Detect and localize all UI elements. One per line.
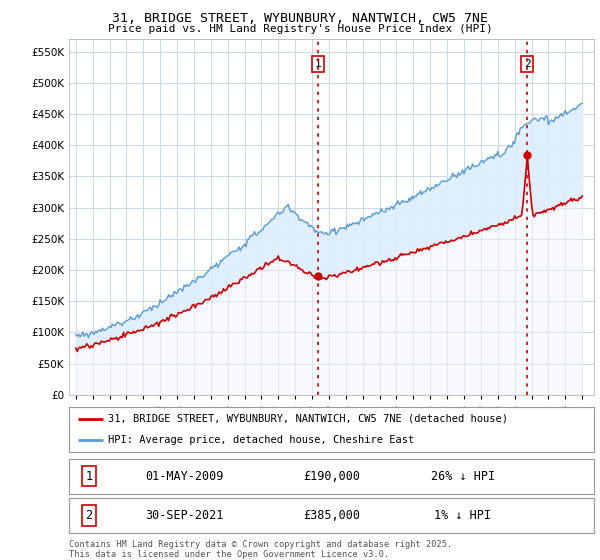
Text: 31, BRIDGE STREET, WYBUNBURY, NANTWICH, CW5 7NE (detached house): 31, BRIDGE STREET, WYBUNBURY, NANTWICH, … [109,414,508,424]
Text: 1: 1 [315,59,322,69]
Text: HPI: Average price, detached house, Cheshire East: HPI: Average price, detached house, Ches… [109,435,415,445]
Text: 2: 2 [524,59,530,69]
Text: 31, BRIDGE STREET, WYBUNBURY, NANTWICH, CW5 7NE: 31, BRIDGE STREET, WYBUNBURY, NANTWICH, … [112,12,488,25]
Text: 30-SEP-2021: 30-SEP-2021 [145,509,224,522]
Text: £190,000: £190,000 [303,470,360,483]
Text: £385,000: £385,000 [303,509,360,522]
Text: 2: 2 [85,509,92,522]
Text: 01-MAY-2009: 01-MAY-2009 [145,470,224,483]
Text: 26% ↓ HPI: 26% ↓ HPI [431,470,495,483]
Text: Price paid vs. HM Land Registry's House Price Index (HPI): Price paid vs. HM Land Registry's House … [107,24,493,34]
Text: 1% ↓ HPI: 1% ↓ HPI [434,509,491,522]
Text: Contains HM Land Registry data © Crown copyright and database right 2025.
This d: Contains HM Land Registry data © Crown c… [69,540,452,559]
Text: 1: 1 [85,470,92,483]
